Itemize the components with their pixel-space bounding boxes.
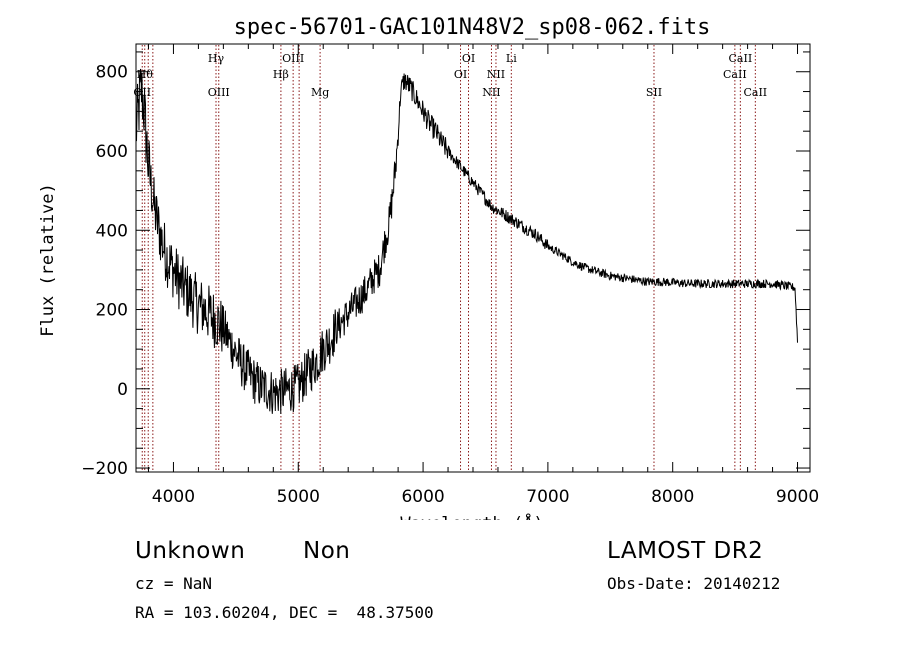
emission-line-label: NII (482, 86, 500, 99)
chart-title: spec-56701-GAC101N48V2_sp08-062.fits (234, 15, 711, 40)
emission-line-label: OI (462, 52, 475, 65)
y-tick-label: 0 (117, 380, 128, 400)
observation-date: Obs-Date: 20140212 (607, 574, 781, 593)
y-axis-label: Flux (relative) (38, 183, 58, 337)
x-tick-label: 5000 (277, 487, 320, 507)
y-tick-label: 800 (96, 63, 128, 83)
emission-line-label: OI (454, 68, 467, 81)
spectrum-chart: OIIHθHγOIIIHβOIIIMgOIOINIINIILiSIICaIICa… (38, 15, 819, 520)
emission-line-label: CaII (743, 86, 767, 99)
y-tick-label: 200 (96, 301, 128, 321)
spectrum-line (135, 68, 798, 415)
emission-line-label: SII (646, 86, 662, 99)
redshift-cz: cz = NaN (135, 574, 213, 593)
axis-tick-labels: 4000 5000 6000 7000 8000 9000 −200 0 200 400 600 80… (81, 63, 819, 507)
x-tick-label: 9000 (776, 487, 819, 507)
emission-line-label: Hβ (273, 68, 289, 81)
x-tick-label: 8000 (651, 487, 694, 507)
emission-line-label: NII (487, 68, 505, 81)
emission-line-label: CaII (723, 68, 747, 81)
emission-line-label: OIII (282, 52, 304, 65)
x-tick-label: 7000 (526, 487, 569, 507)
x-tick-label: 6000 (401, 487, 444, 507)
emission-line-labels: OIIHθHγOIIIHβOIIIMgOIOINIINIILiSIICaIICa… (133, 52, 767, 99)
x-axis-label: Wavelength (Å) (400, 512, 543, 520)
y-tick-label: 400 (96, 221, 128, 241)
emission-line-label: Li (506, 52, 517, 65)
y-tick-label: −200 (81, 459, 128, 479)
plot-frame (135, 43, 811, 473)
object-subclass: Non (303, 538, 351, 564)
emission-line-label: OIII (208, 86, 230, 99)
coordinates: RA = 103.60204, DEC = 48.37500 (135, 603, 434, 622)
y-tick-label: 600 (96, 142, 128, 162)
emission-line-label: Mg (311, 86, 329, 99)
axis-ticks (136, 44, 810, 472)
emission-line-label: Hγ (208, 52, 225, 65)
x-tick-label: 4000 (152, 487, 195, 507)
emission-line-label: CaII (729, 52, 753, 65)
survey-name: LAMOST DR2 (607, 538, 764, 564)
object-class: Unknown (135, 538, 246, 564)
emission-line-markers (141, 45, 756, 471)
